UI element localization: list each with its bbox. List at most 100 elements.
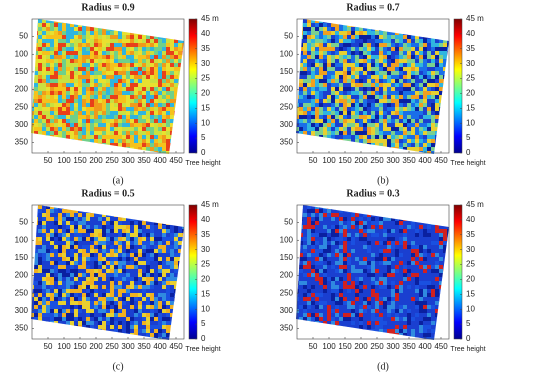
map-cell [50,47,54,51]
map-cell [58,237,62,241]
map-cell [435,229,439,233]
map-cell [154,127,158,131]
map-cell [106,301,110,305]
map-cell [379,123,383,127]
map-cell [94,233,98,237]
map-cell [367,115,371,119]
map-cell [407,131,411,135]
colorbar-tick-label: 0 [201,148,206,157]
map-cell [178,71,182,75]
map-cell [62,321,66,325]
map-cell [134,47,138,51]
map-cell [363,285,367,289]
map-cell [158,135,162,139]
map-cell [415,27,419,31]
map-cell [383,147,387,151]
map-cell [375,229,379,233]
map-cell [122,333,126,337]
map-cell [431,75,435,79]
map-cell [367,79,371,83]
map-cell [110,329,114,333]
map-cell [70,31,74,35]
map-cell [146,87,150,91]
map-cell [42,79,46,83]
map-cell [419,147,423,151]
map-cell [54,293,58,297]
map-cell [90,131,94,135]
map-cell [439,217,443,221]
map-cell [383,229,387,233]
map-cell [86,241,90,245]
map-cell [311,107,315,111]
map-cell [375,285,379,289]
map-cell [150,265,154,269]
map-cell [170,47,174,51]
map-cell [130,71,134,75]
map-cell [66,257,70,261]
map-cell [166,59,170,63]
map-cell [174,205,178,209]
map-cell [126,47,130,51]
map-cell [162,205,166,209]
map-cell [162,233,166,237]
map-cell [435,83,439,87]
map-cell [98,87,102,91]
map-cell [54,91,58,95]
map-cell [130,63,134,67]
map-cell [50,67,54,71]
map-cell [431,225,435,229]
map-cell [387,237,391,241]
map-cell [178,147,182,151]
map-cell [54,115,58,119]
map-cell [331,217,335,221]
y-tick-label: 100 [280,49,294,58]
map-cell [138,43,142,47]
map-cell [395,99,399,103]
map-cell [331,221,335,225]
map-cell [66,75,70,79]
map-cell [419,209,423,213]
map-cell [423,217,427,221]
map-cell [367,143,371,147]
map-cell [90,309,94,313]
map-cell [395,213,399,217]
map-cell [423,71,427,75]
map-cell [158,19,162,23]
map-cell [395,147,399,151]
map-cell [146,217,150,221]
map-cell [443,107,447,111]
map-cell [347,123,351,127]
map-cell [170,209,174,213]
map-cell [74,135,78,139]
map-cell [146,135,150,139]
map-cell [355,265,359,269]
map-cell [42,147,46,151]
map-cell [86,39,90,43]
map-cell [42,217,46,221]
map-cell [351,265,355,269]
map-cell [299,139,303,143]
map-cell [411,59,415,63]
map-cell [307,249,311,253]
map-cell [122,43,126,47]
map-cell [94,119,98,123]
map-cell [391,31,395,35]
map-cell [371,71,375,75]
map-cell [70,233,74,237]
map-cell [407,277,411,281]
map-cell [411,71,415,75]
map-cell [399,245,403,249]
map-cell [415,43,419,47]
map-cell [142,35,146,39]
map-cell [98,289,102,293]
map-cell [126,265,130,269]
map-cell [355,209,359,213]
map-cell [46,237,50,241]
map-cell [347,205,351,209]
map-cell [170,225,174,229]
map-cell [371,233,375,237]
map-cell [94,221,98,225]
map-cell [427,47,431,51]
map-cell [154,71,158,75]
map-cell [134,305,138,309]
